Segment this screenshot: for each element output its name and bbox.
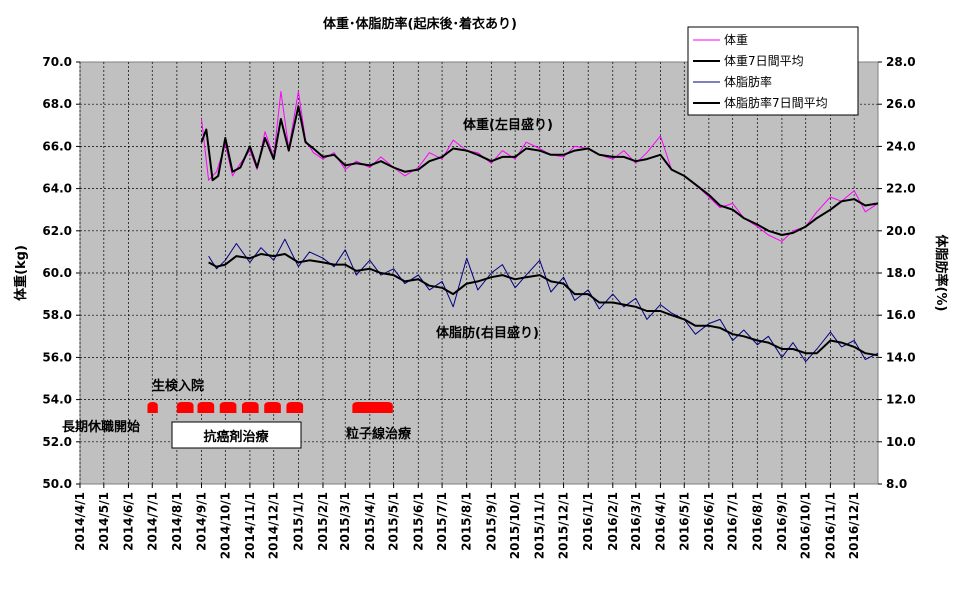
annotation-fat: 体脂肪(右目盛り) [436,325,539,341]
y-axis-right: 8.0 10.0 12.0 14.0 16.0 18.0 20.0 22.0 24.0 26.0 2… [878,55,916,491]
x-tick-label: 2015/2/1 [316,492,330,551]
legend-label: 体重7日間平均 [724,54,804,68]
x-tick-label: 2015/1/1 [291,492,305,551]
series-fat-avg-line [208,253,879,357]
x-tick-label: 2015/8/1 [460,492,474,551]
x-tick-label: 2015/4/1 [363,492,377,551]
x-axis: 2014/4/1 2014/5/1 2014/6/1 2014/7/1 2014/8/1… [73,484,861,559]
y-tick-left: 56.0 [42,350,72,364]
y-tick-right: 24.0 [886,139,916,153]
y-tick-right: 8.0 [886,477,907,491]
y-tick-right: 20.0 [886,224,916,238]
x-tick-label: 2016/2/1 [606,492,620,551]
series-fat-line [208,238,879,363]
y-tick-left: 62.0 [42,224,72,238]
x-tick-label: 2016/5/1 [677,492,691,551]
y-tick-right: 18.0 [886,266,916,280]
x-tick-label: 2016/4/1 [653,492,667,551]
x-tick-label: 2015/10/1 [508,492,522,559]
annotation-weight: 体重(左目盛り) [463,117,553,133]
y-tick-left: 52.0 [42,435,72,449]
legend-label: 体脂肪率7日間平均 [724,95,828,110]
x-tick-label: 2016/11/1 [823,492,837,559]
chemo-marker [264,402,281,413]
x-tick-label: 2014/5/1 [97,492,111,551]
x-tick-label: 2016/12/1 [847,492,861,559]
y-tick-left: 60.0 [42,266,72,280]
y-tick-right: 16.0 [886,308,916,322]
annotation-biopsy: 生検入院 [152,378,204,394]
x-tick-label: 2014/4/1 [73,492,87,551]
x-tick-label: 2015/12/1 [557,492,571,559]
chemo-marker [197,402,215,413]
chart-title: 体重･体脂肪率(起床後･着衣あり) [323,16,517,32]
particle-marker [352,402,393,413]
legend-label: 体重 [724,33,748,47]
y-tick-right: 26.0 [886,97,916,111]
x-tick-label: 2016/6/1 [702,492,716,551]
annotation-leave: 長期休職開始 [62,419,140,435]
x-tick-label: 2016/7/1 [726,492,740,551]
y-tick-left: 54.0 [42,393,72,407]
chemo-marker [286,402,304,413]
chemo-marker [241,402,259,413]
chemo-marker [176,402,194,413]
y-tick-right: 22.0 [886,182,916,196]
x-tick-label: 2014/10/1 [218,492,232,559]
y-tick-left: 64.0 [42,182,72,196]
x-tick-label: 2015/7/1 [435,492,449,551]
x-tick-label: 2015/11/1 [533,492,547,559]
y-axis-left-label: 体重(kg) [13,245,29,301]
legend-label: 体脂肪率 [724,74,772,89]
x-tick-label: 2016/10/1 [799,492,813,559]
annotation-particle: 粒子線治療 [346,426,412,442]
series-weight-line [201,91,879,242]
y-axis-right-label: 体脂肪率(%) [933,235,949,312]
y-tick-right: 10.0 [886,435,916,449]
x-tick-label: 2014/8/1 [170,492,184,551]
x-tick-label: 2014/7/1 [145,492,159,551]
x-tick-label: 2016/8/1 [750,492,764,551]
biopsy-marker [147,402,158,413]
x-tick-label: 2014/9/1 [194,492,208,551]
series-lines [200,91,879,363]
treatment-markers [147,402,393,413]
chemo-marker [219,402,237,413]
y-tick-left: 58.0 [42,308,72,322]
x-tick-label: 2016/1/1 [581,492,595,551]
x-tick-label: 2015/5/1 [387,492,401,551]
x-tick-label: 2015/9/1 [484,492,498,551]
series-weight-avg-line [200,105,879,236]
x-tick-label: 2015/6/1 [411,492,425,551]
x-tick-label: 2014/11/1 [243,492,257,559]
x-tick-label: 2014/6/1 [121,492,135,551]
y-tick-left: 68.0 [42,97,72,111]
y-axis-left: 50.0 52.0 54.0 56.0 58.0 60.0 62.0 64.0 66.0 68.0… [42,55,80,491]
x-tick-label: 2015/3/1 [338,492,352,551]
x-tick-label: 2016/9/1 [775,492,789,551]
legend-box [687,26,859,116]
x-tick-label: 2014/12/1 [267,492,281,559]
y-tick-right: 12.0 [886,393,916,407]
x-tick-label: 2016/3/1 [629,492,643,551]
chemo-label-box [171,421,302,449]
y-tick-left: 70.0 [42,55,72,69]
y-tick-left: 66.0 [42,139,72,153]
y-tick-right: 14.0 [886,350,916,364]
y-tick-left: 50.0 [42,477,72,491]
y-tick-right: 28.0 [886,55,916,69]
annotation-chemo: 抗癌剤治療 [203,429,269,445]
